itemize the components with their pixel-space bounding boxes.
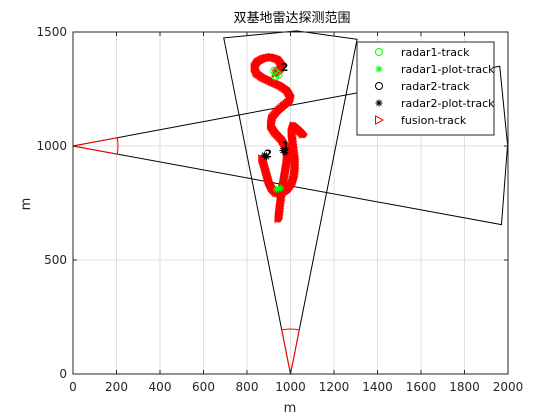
- legend-label: radar2-track: [401, 80, 470, 93]
- tracks: 212: [250, 52, 309, 224]
- x-tick-label: 400: [149, 380, 172, 394]
- x-tick-label: 1000: [275, 380, 306, 394]
- radar1-plot-point: [277, 184, 285, 192]
- x-tick-label: 200: [105, 380, 128, 394]
- x-axis-label: m: [284, 401, 297, 416]
- x-tick-label: 1200: [319, 380, 350, 394]
- x-tick-label: 800: [236, 380, 259, 394]
- radar1-track-point: [271, 72, 280, 81]
- legend-label: radar1-track: [401, 46, 470, 59]
- legend-label: fusion-track: [401, 114, 467, 127]
- radar1-track-point: [272, 69, 281, 78]
- x-tick-label: 1800: [449, 380, 480, 394]
- legend-label: radar1-plot-track: [401, 63, 495, 76]
- radar2-sector-origin-arc: [72, 137, 119, 155]
- track-label: 2: [281, 61, 289, 74]
- radar2-plot-point: [281, 148, 289, 156]
- chart-title: 双基地雷达探测范围: [233, 11, 350, 26]
- x-tick-label: 2000: [493, 380, 524, 394]
- y-tick-label: 0: [59, 367, 67, 381]
- track-label: 1: [282, 139, 290, 152]
- legend-box: [356, 41, 495, 136]
- legend: radar1-track radar1-plot-track radar2-trac…: [356, 41, 495, 136]
- x-tick-label: 600: [192, 380, 215, 394]
- y-tick-label: 1000: [36, 139, 67, 153]
- radar1-plot-point: [275, 185, 283, 193]
- x-tick-label: 1600: [406, 380, 437, 394]
- radar1-sector-boundary: [223, 30, 358, 375]
- track-label: 2: [264, 147, 272, 160]
- legend-marker-circle: [375, 48, 383, 56]
- y-tick-label: 1500: [36, 25, 67, 39]
- legend-marker-asterisk: [375, 99, 383, 107]
- legend-marker-asterisk: [375, 65, 383, 73]
- legend-marker-triangle-right: [375, 115, 385, 125]
- fusion-track-marker: [258, 155, 268, 165]
- fusion-track-marker: [252, 60, 261, 70]
- y-tick-label: 500: [44, 253, 67, 267]
- legend-label: radar2-plot-track: [401, 97, 495, 110]
- x-tick-label: 0: [69, 380, 77, 394]
- x-tick-label: 1400: [362, 380, 393, 394]
- legend-marker-circle: [375, 82, 383, 90]
- y-axis-label: m: [19, 198, 34, 211]
- radar1-sector-origin-arc: [281, 328, 300, 375]
- ticks: 0 200 400 600 800 1000 1200 1400 1600 1800 2000 0 50…: [36, 25, 523, 394]
- radar1-track-point: [270, 66, 279, 75]
- radar2-plot-point: [263, 153, 271, 161]
